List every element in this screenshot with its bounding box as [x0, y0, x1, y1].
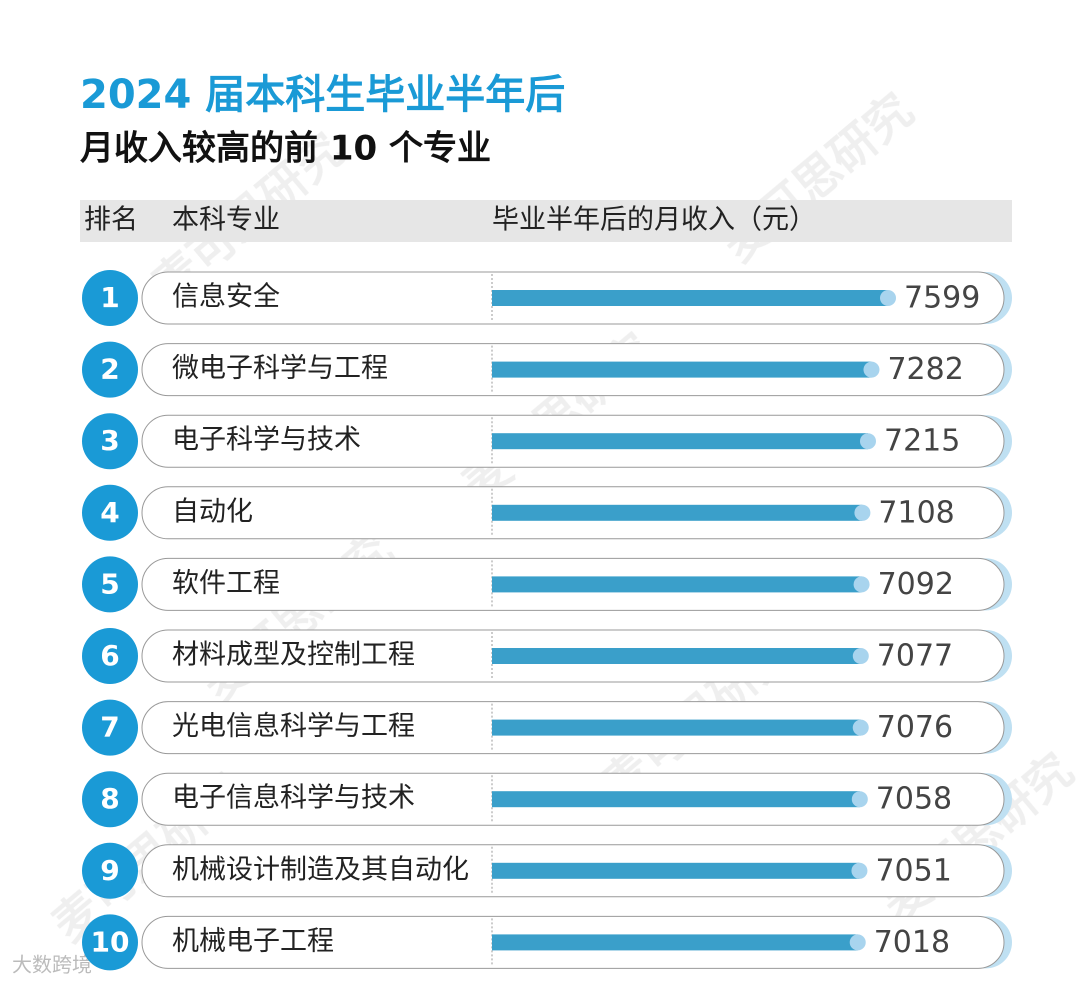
bar-cap [859, 433, 876, 450]
bar-cap [863, 361, 880, 378]
value-label: 7051 [875, 853, 951, 888]
value-label: 7076 [877, 710, 953, 745]
rank-badge [82, 556, 138, 613]
bar [492, 290, 888, 306]
bar-cap [880, 290, 896, 306]
bar [492, 791, 860, 808]
rank-label: 7 [100, 711, 119, 744]
rank-label: 10 [91, 925, 130, 958]
header-major: 本科专业 [172, 205, 280, 236]
chart-title: 2024 届本科生毕业半年后 [80, 72, 565, 118]
rank-badge [82, 413, 138, 470]
category-label: 自动化 [172, 496, 253, 527]
category-label: 信息安全 [172, 282, 280, 313]
bar [492, 648, 861, 664]
watermark: 麦可思研究 [872, 743, 1080, 932]
bar-cap [852, 719, 869, 736]
rank-badge [82, 341, 138, 398]
header-income: 毕业半年后的月收入（元） [492, 205, 816, 236]
value-label: 7215 [884, 424, 960, 459]
category-label: 微电子科学与工程 [172, 353, 388, 384]
rank-label: 5 [100, 567, 119, 600]
header-band [80, 200, 1012, 242]
category-label: 机械电子工程 [172, 926, 334, 957]
value-label: 7077 [877, 639, 953, 674]
value-label: 7599 [904, 281, 980, 316]
bar [492, 934, 858, 951]
rank-label: 2 [100, 353, 119, 386]
bar [492, 504, 863, 521]
bar [492, 361, 872, 378]
watermark: 麦可思研究 [712, 83, 923, 272]
value-label: 7018 [874, 925, 950, 960]
category-label: 电子科学与技术 [172, 425, 361, 456]
value-label: 7058 [876, 782, 952, 817]
category-label: 电子信息科学与技术 [172, 783, 415, 814]
rank-label: 8 [100, 782, 119, 815]
rank-label: 9 [100, 854, 119, 887]
bar-cap [852, 648, 869, 664]
rank-label: 6 [100, 639, 119, 672]
value-label: 7282 [887, 352, 963, 387]
bar [492, 719, 861, 736]
category-label: 软件工程 [172, 568, 280, 599]
category-label: 光电信息科学与工程 [172, 711, 415, 742]
bar-cap [854, 504, 871, 521]
category-label: 材料成型及控制工程 [172, 640, 415, 671]
bar-cap [853, 576, 870, 593]
bar [492, 862, 860, 879]
rank-badge [82, 484, 138, 541]
rank-label: 3 [100, 424, 119, 457]
rank-badge [82, 628, 138, 684]
rank-badge [82, 842, 138, 899]
bar [492, 433, 868, 450]
value-label: 7108 [878, 495, 954, 530]
rank-badge [82, 771, 138, 828]
bar-cap [851, 862, 868, 879]
rank-badge [82, 914, 138, 971]
rank-label: 4 [100, 496, 119, 529]
credit: 大数跨境 [12, 953, 92, 977]
bar [492, 576, 862, 593]
rank-badge [82, 699, 138, 756]
watermark: 麦可思研究 [192, 523, 403, 712]
rank-label: 1 [100, 281, 119, 314]
category-label: 机械设计制造及其自动化 [172, 854, 469, 885]
value-label: 7092 [878, 567, 954, 602]
bar-cap [851, 791, 868, 808]
chart-subtitle: 月收入较高的前 10 个专业 [80, 129, 491, 169]
bar-cap [849, 934, 866, 951]
rank-badge [82, 270, 138, 326]
header-rank: 排名 [84, 205, 138, 236]
